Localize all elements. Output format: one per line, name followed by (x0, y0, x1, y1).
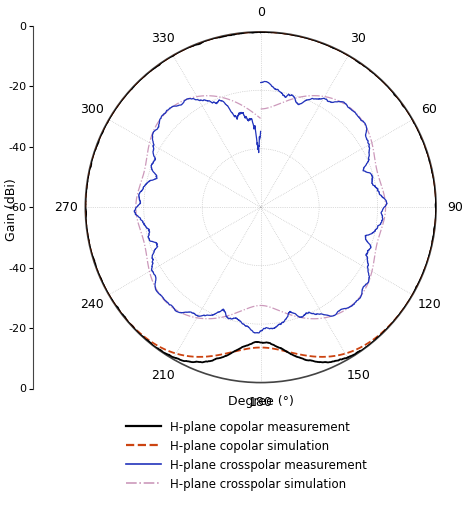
Text: Degree (°): Degree (°) (228, 395, 293, 408)
Legend: H-plane copolar measurement, H-plane copolar simulation, H-plane crosspolar meas: H-plane copolar measurement, H-plane cop… (121, 416, 372, 495)
Text: Gain (dBi): Gain (dBi) (5, 178, 18, 241)
